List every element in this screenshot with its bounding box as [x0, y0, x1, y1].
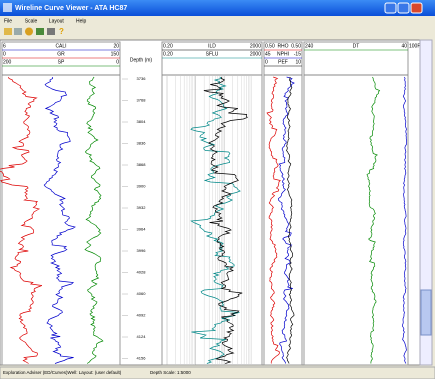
depth-label: 3932	[137, 205, 147, 210]
scale-max: 2000	[250, 51, 261, 57]
scale-min: 0.50	[265, 43, 275, 49]
curve-name: CALI	[55, 43, 66, 49]
open-icon[interactable]	[4, 28, 12, 35]
menu-item[interactable]: Layout	[49, 18, 65, 24]
curve-name: GR	[57, 51, 65, 57]
title-bar	[0, 0, 435, 16]
print-icon[interactable]	[47, 28, 55, 35]
depth-label: 3768	[137, 98, 147, 103]
maximize-button[interactable]	[397, 2, 410, 14]
menu-item[interactable]: File	[4, 18, 12, 24]
zoom-icon[interactable]	[25, 27, 33, 36]
menu-item[interactable]: Help	[76, 18, 87, 24]
depth-label: 3804	[137, 119, 147, 124]
save-icon[interactable]	[14, 28, 22, 35]
log-curve	[266, 76, 281, 364]
scale-min: 200	[3, 59, 12, 65]
close-button[interactable]	[410, 2, 423, 14]
curve-name: NPHI	[277, 51, 289, 57]
log-curve	[203, 76, 248, 364]
log-curve	[84, 76, 104, 364]
scale-max: 0.50	[291, 43, 301, 49]
depth-label: 3964	[137, 227, 147, 232]
menu-item[interactable]: Scale	[25, 18, 38, 24]
depth-label: 3900	[137, 184, 147, 189]
depth-label: 4156	[137, 356, 147, 361]
depth-label: 3996	[137, 248, 147, 253]
scale-max: 150	[111, 51, 120, 57]
log-curve	[43, 76, 76, 364]
scale-max: 2000	[250, 43, 261, 49]
depth-header: Depth (m)	[130, 57, 153, 63]
depth-label: 4060	[137, 291, 147, 296]
scale-min: 0	[265, 59, 268, 65]
layout-icon[interactable]	[36, 28, 44, 35]
curve-name: RHO	[277, 43, 288, 49]
scale-max: 40	[401, 43, 407, 49]
status-bar	[0, 366, 435, 379]
app-icon	[3, 3, 12, 12]
curve-name: PEF	[278, 59, 288, 65]
scrollbar[interactable]	[419, 39, 433, 366]
curve-name: ILD	[208, 43, 216, 49]
status-text: Exploration Adviser (ED/Curves)Well: Lay…	[3, 370, 122, 375]
scale-max: 0	[116, 59, 119, 65]
scale-min: 0.20	[163, 51, 173, 57]
scale-max: -15	[294, 51, 301, 57]
curve-name: DT	[353, 43, 360, 49]
log-panel	[0, 39, 421, 366]
track-frame	[1, 41, 121, 366]
log-curve	[366, 76, 381, 364]
scale-min: 240	[305, 43, 314, 49]
scale-max: 20	[113, 43, 119, 49]
help-icon[interactable]: ?	[59, 27, 64, 36]
minimize-button[interactable]	[384, 2, 397, 14]
depth-label: 4028	[137, 270, 147, 275]
curve-name: SP	[58, 59, 65, 65]
log-curve	[402, 76, 408, 364]
track-frame	[161, 41, 263, 366]
curve-name: SFLU	[206, 51, 219, 57]
scale-min: 6	[3, 43, 6, 49]
log-curve	[278, 76, 295, 364]
window-title: Wireline Curve Viewer - ATA HC87	[15, 5, 127, 12]
toolbar: ?	[4, 27, 64, 36]
depth-label: 3868	[137, 162, 147, 167]
log-curve	[286, 76, 295, 364]
depth-label: 3736	[137, 76, 147, 81]
extra-header: 100R 20	[409, 43, 428, 49]
status-scale: Depth Scale: 1:5000	[150, 370, 191, 375]
log-curve	[0, 76, 43, 364]
depth-label: 4124	[137, 334, 147, 339]
depth-label: 3836	[137, 141, 147, 146]
track-frame	[303, 41, 409, 366]
scale-max: 10	[295, 59, 301, 65]
scale-min: 45	[265, 51, 271, 57]
scale-min: 0	[3, 51, 6, 57]
depth-label: 4092	[137, 313, 147, 318]
track-frame	[263, 41, 303, 366]
scale-min: 0.20	[163, 43, 173, 49]
scroll-thumb[interactable]	[420, 289, 432, 336]
